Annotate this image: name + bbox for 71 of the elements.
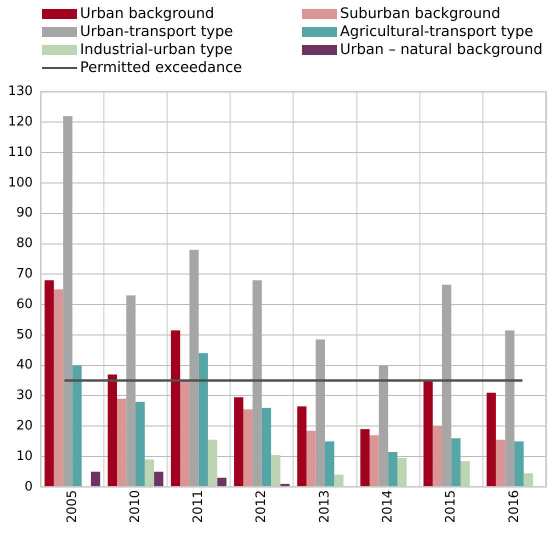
- y-tick-label: 120: [8, 114, 33, 130]
- bar: [154, 472, 164, 486]
- x-tick-label: 2012: [254, 490, 270, 524]
- bar: [370, 435, 379, 486]
- bar: [208, 440, 218, 486]
- legend-label: Agricultural-transport type: [340, 24, 534, 40]
- bar: [360, 429, 370, 486]
- legend-label: Industrial-urban type: [80, 42, 233, 58]
- bar: [514, 441, 524, 486]
- bar: [306, 430, 316, 486]
- y-tick-label: 90: [16, 206, 33, 221]
- bar: [451, 438, 461, 486]
- legend-label: Urban – natural background: [340, 42, 543, 58]
- bar: [496, 440, 506, 486]
- bar: [442, 284, 452, 486]
- bar: [243, 409, 253, 486]
- bar: [316, 340, 325, 486]
- bar: [271, 455, 280, 486]
- y-tick-label: 80: [16, 236, 33, 252]
- bar: [388, 452, 398, 486]
- bar: [108, 374, 118, 486]
- x-tick-label: 2016: [506, 490, 522, 524]
- bar: [72, 365, 82, 486]
- x-tick-label: 2005: [64, 490, 80, 524]
- y-tick-label: 110: [8, 144, 33, 160]
- y-tick-label: 40: [16, 358, 33, 373]
- y-tick-label: 130: [8, 84, 33, 100]
- bar: [252, 280, 262, 486]
- bar: [524, 473, 533, 486]
- legend-label: Urban background: [80, 6, 214, 22]
- legend-label: Suburban background: [340, 6, 500, 22]
- y-tick-label: 50: [16, 327, 33, 342]
- bar: [180, 380, 190, 486]
- bar: [324, 441, 334, 486]
- y-tick-label: 100: [8, 175, 33, 190]
- bar: [170, 330, 180, 486]
- bar: [144, 460, 154, 486]
- bar: [234, 397, 244, 486]
- bar: [423, 380, 433, 486]
- bar: [63, 116, 72, 486]
- bar: [198, 353, 208, 486]
- x-tick-label: 2010: [128, 490, 143, 524]
- bar: [117, 398, 126, 486]
- bar: [397, 458, 407, 486]
- bar: [189, 250, 199, 486]
- legend-label: Permitted exceedance: [80, 60, 242, 76]
- x-tick-label: 2015: [444, 490, 459, 524]
- bar: [505, 330, 514, 486]
- bar: [334, 474, 344, 486]
- bar: [90, 472, 100, 486]
- y-tick-label: 10: [16, 448, 33, 464]
- y-tick-label: 0: [24, 479, 33, 494]
- bar: [44, 280, 54, 486]
- y-tick-label: 70: [16, 266, 33, 282]
- legend-label: Urban-transport type: [80, 24, 234, 40]
- bar: [262, 408, 272, 486]
- bar: [126, 295, 136, 486]
- bar: [297, 406, 306, 486]
- bar: [460, 461, 470, 486]
- x-tick-label: 2013: [317, 490, 332, 524]
- bar: [136, 402, 145, 486]
- bar: [378, 365, 388, 486]
- bar: [486, 392, 496, 486]
- x-tick-label: 2011: [191, 490, 206, 524]
- x-tick-label: 2014: [380, 490, 396, 524]
- y-tick-label: 20: [16, 418, 33, 434]
- bar: [217, 478, 226, 486]
- bar: [432, 426, 442, 486]
- y-tick-label: 30: [16, 388, 33, 404]
- y-tick-label: 60: [16, 296, 33, 312]
- bar: [54, 289, 64, 486]
